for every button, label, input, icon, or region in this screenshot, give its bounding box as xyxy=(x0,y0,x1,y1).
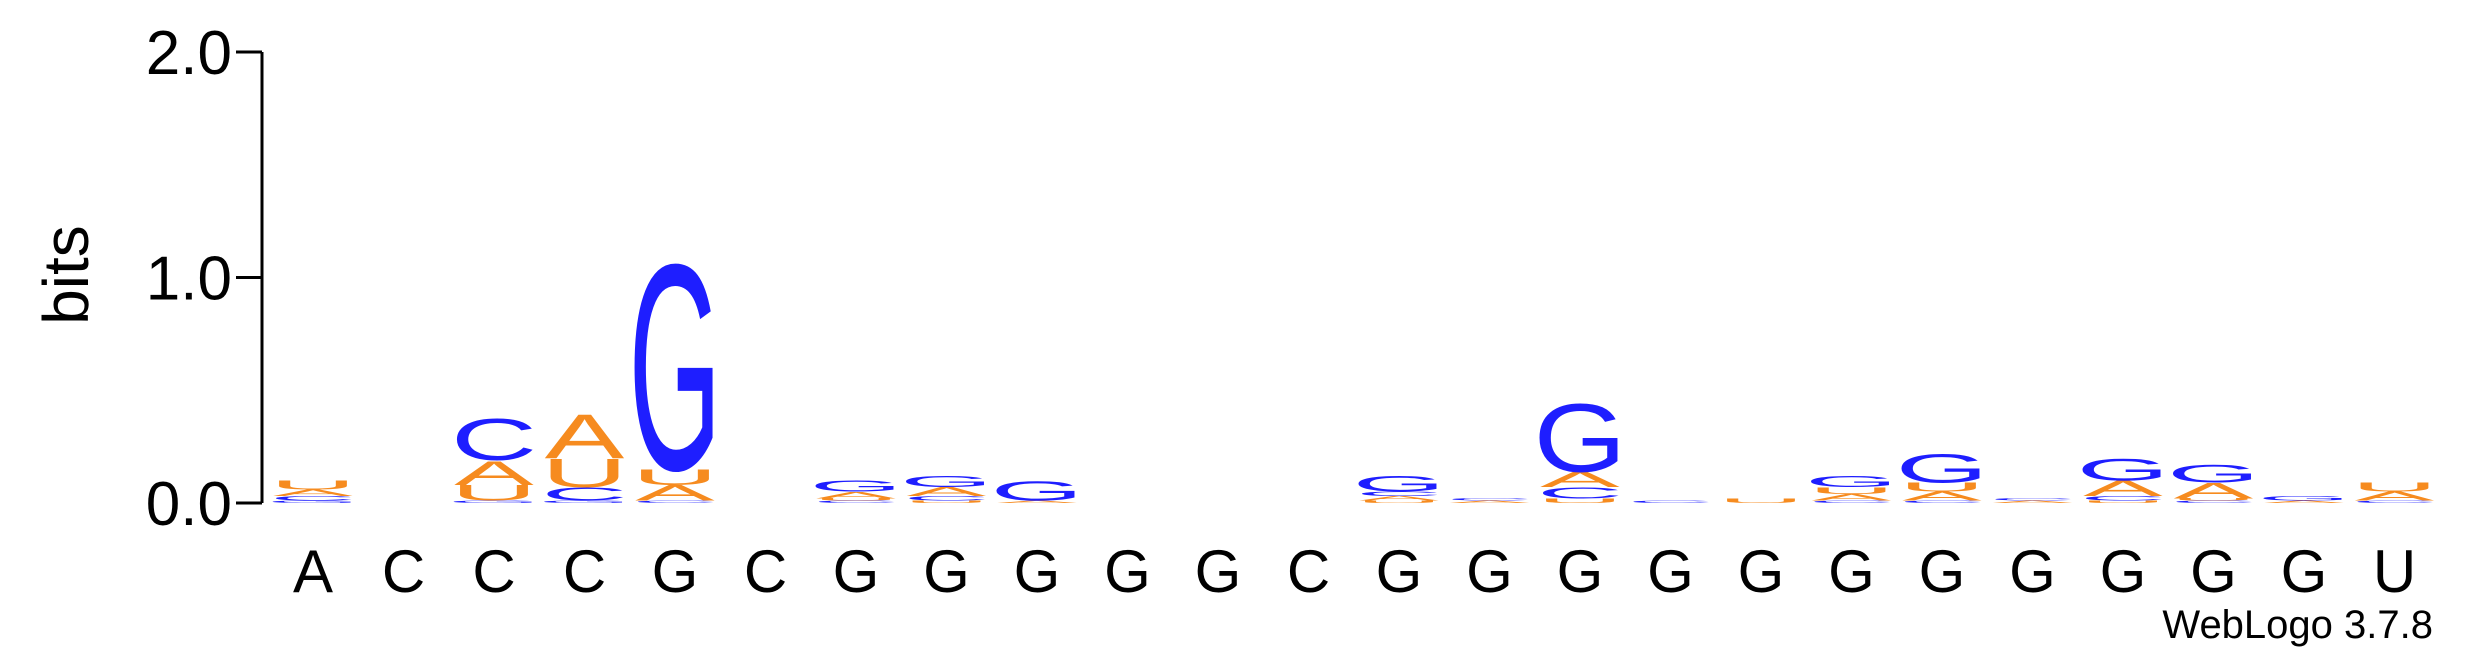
x-tick-label: C xyxy=(472,538,515,605)
logo-letter: A xyxy=(816,490,896,501)
logo-letter: G xyxy=(629,203,722,532)
logo-letter: U xyxy=(2351,480,2437,494)
logo-letter: U xyxy=(1537,497,1623,504)
logo-letter: G xyxy=(2077,452,2170,487)
logo-letter: A xyxy=(2174,479,2255,504)
x-tick-label: G xyxy=(1014,538,1061,605)
y-tick-label: 0.0 xyxy=(146,470,232,539)
x-tick-label: G xyxy=(2281,538,2328,605)
logo-letter: G xyxy=(1353,472,1446,497)
logo-letter: U xyxy=(903,500,989,503)
logo-letter: U xyxy=(2080,500,2166,503)
x-tick-label: C xyxy=(563,538,606,605)
logo-letter: A xyxy=(997,500,1078,503)
x-tick-label: G xyxy=(923,538,970,605)
logo-letter: G xyxy=(900,473,993,490)
logo-letter: C xyxy=(1537,485,1623,502)
x-tick-label: G xyxy=(2100,538,2147,605)
logo-letter: U xyxy=(813,498,899,501)
x-tick-label: G xyxy=(833,538,880,605)
x-tick-label: G xyxy=(1828,538,1875,605)
y-tick-label: 2.0 xyxy=(146,19,232,88)
logo-letter: A xyxy=(454,454,534,493)
x-tick-label: G xyxy=(2009,538,2056,605)
x-tick-label: G xyxy=(1557,538,1604,605)
logo-letter: A xyxy=(2355,489,2435,503)
logo-letter: C xyxy=(2080,495,2166,502)
logo-letter: C xyxy=(2170,500,2256,503)
logo-letter: C xyxy=(2351,500,2437,503)
logo-letter: G xyxy=(1805,473,1898,490)
logo-letter: C xyxy=(1627,500,1713,503)
logo-letter: A xyxy=(635,481,716,506)
logo-letter: G xyxy=(1896,446,1989,492)
x-tick-label: C xyxy=(382,538,425,605)
x-tick-label: G xyxy=(1376,538,1423,605)
logo-letter: A xyxy=(1540,468,1621,493)
x-tick-label: G xyxy=(1738,538,1785,605)
logo-letter: G xyxy=(2167,460,2260,488)
x-tick-label: G xyxy=(2190,538,2237,605)
logo-letter: U xyxy=(1808,485,1894,496)
logo-letter: A xyxy=(1359,495,1439,502)
logo-letter: G xyxy=(267,500,360,503)
x-tick-label: G xyxy=(652,538,699,605)
logo-letter: G xyxy=(2258,495,2351,502)
y-axis-label: bits xyxy=(30,225,102,325)
logo-letter: G xyxy=(810,478,903,495)
logo-letter: U xyxy=(2170,498,2256,501)
logo-letter: C xyxy=(1446,498,1532,501)
logo-letter: A xyxy=(1993,500,2074,503)
x-tick-label: C xyxy=(1287,538,1330,605)
logo-letter: C xyxy=(903,495,989,502)
x-tick-label: C xyxy=(744,538,787,605)
footer: WebLogo 3.7.8 xyxy=(2162,603,2433,647)
logo-letter: C xyxy=(1808,500,1894,503)
logo-letter: C xyxy=(1899,500,1985,503)
x-tick-label: A xyxy=(293,538,333,605)
logo-letter: C xyxy=(451,407,537,473)
logo-letter: C xyxy=(813,500,899,503)
x-tick-label: G xyxy=(1195,538,1242,605)
x-tick-label: U xyxy=(2373,538,2416,605)
logo-letter: A xyxy=(1812,492,1892,503)
logo-letter: A xyxy=(907,485,987,499)
logo-letter: U xyxy=(541,450,627,496)
logo-letter: C xyxy=(541,484,627,505)
logo-letter: G xyxy=(991,475,1084,507)
logo-letter: C xyxy=(1989,498,2075,501)
x-tick-label: G xyxy=(1466,538,1513,605)
logo-letter: A xyxy=(2083,477,2164,502)
logo-letter: A xyxy=(1450,500,1531,503)
logo-letter: C xyxy=(270,495,356,502)
logo-letter: G xyxy=(1534,384,1627,493)
logo-letter: C xyxy=(1356,491,1442,498)
logo-letter: U xyxy=(270,478,356,492)
x-tick-label: G xyxy=(1647,538,1694,605)
x-tick-label: G xyxy=(1104,538,1151,605)
logo-letter: U xyxy=(1356,500,1442,503)
logo-letter: U xyxy=(451,481,537,506)
logo-letter: U xyxy=(1899,480,1985,494)
logo-letter: A xyxy=(273,488,353,499)
y-tick-label: 1.0 xyxy=(146,245,232,314)
logo-letter: U xyxy=(632,465,718,490)
logo-letter: G xyxy=(448,500,541,503)
logo-letter: U xyxy=(1718,497,1804,504)
logo-letter: A xyxy=(2264,500,2345,503)
x-tick-label: G xyxy=(1919,538,1966,605)
logo-letter: A xyxy=(1902,489,1982,503)
logo-letter: C xyxy=(632,500,718,503)
logo-letter: A xyxy=(545,402,625,472)
logo-letter: G xyxy=(538,500,631,503)
